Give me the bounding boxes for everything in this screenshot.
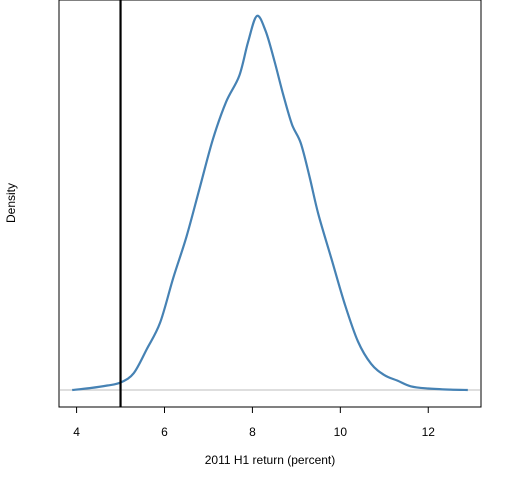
x-axis: 4 6 8 10 12: [73, 407, 435, 439]
x-tick-label: 10: [334, 425, 348, 439]
y-axis-title: Density: [4, 183, 18, 223]
density-curve: [72, 14, 468, 392]
x-tick-label: 12: [422, 425, 436, 439]
x-tick-label: 8: [249, 425, 256, 439]
x-axis-title: 2011 H1 return (percent): [205, 453, 336, 467]
plot-frame: [58, 0, 482, 408]
x-tick-label: 4: [73, 425, 80, 439]
x-tick-label: 6: [161, 425, 168, 439]
